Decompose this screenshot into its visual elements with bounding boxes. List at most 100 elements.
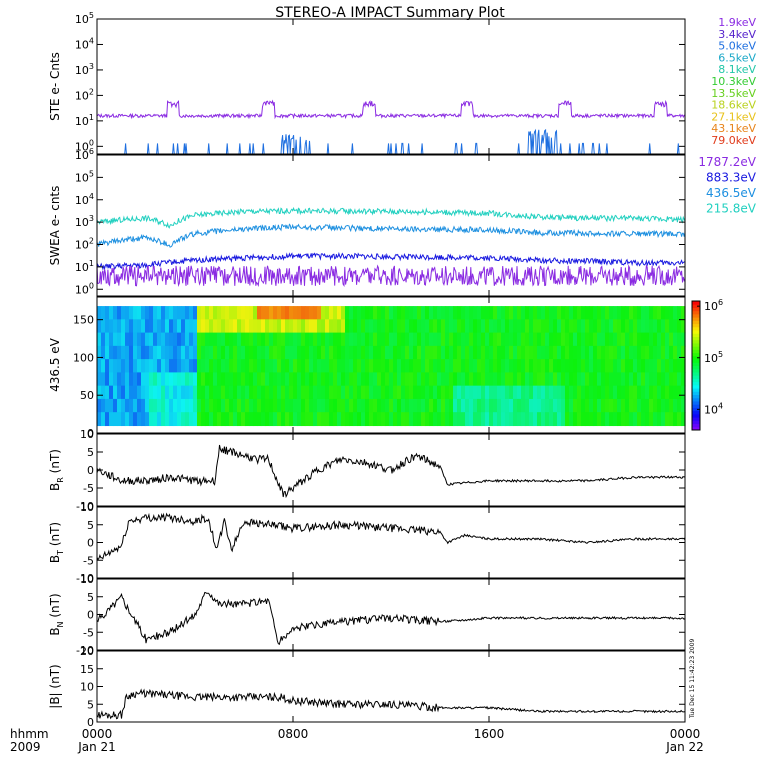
colorbar-segment: [692, 391, 700, 396]
heatmap-cell: [665, 372, 670, 387]
heatmap-cell: [361, 372, 366, 387]
y-tick-label: 0: [87, 716, 94, 729]
heatmap-cell: [265, 359, 270, 373]
heatmap-cell: [485, 332, 490, 347]
heatmap-cell: [569, 319, 574, 334]
heatmap-cell: [249, 319, 254, 334]
heatmap-cell: [397, 412, 402, 427]
heatmap-cell: [337, 359, 342, 373]
heatmap-cell: [161, 306, 166, 320]
colorbar-segment: [692, 330, 700, 334]
heatmap-cell: [389, 412, 394, 427]
heatmap-cell: [561, 319, 566, 334]
heatmap-cell: [489, 398, 494, 413]
heatmap-cell: [337, 412, 342, 427]
heatmap-cell: [281, 385, 286, 400]
heatmap-cell: [145, 332, 150, 347]
heatmap-cell: [249, 398, 254, 413]
heatmap-cell: [573, 345, 578, 360]
heatmap-cell: [185, 345, 190, 360]
heatmap-cell: [649, 372, 654, 387]
heatmap-cell: [565, 359, 570, 373]
heatmap-cell: [545, 306, 550, 320]
heatmap-cell: [345, 385, 350, 400]
heatmap-cell: [333, 398, 338, 413]
heatmap-cell: [377, 345, 382, 360]
heatmap-cell: [669, 412, 674, 427]
heatmap-cell: [469, 345, 474, 360]
heatmap-cell: [625, 372, 630, 387]
heatmap-cell: [353, 332, 358, 347]
colorbar-segment: [692, 404, 700, 408]
heatmap-cell: [341, 332, 346, 347]
heatmap-cell: [321, 359, 326, 373]
heatmap-cell: [309, 398, 314, 413]
heatmap-cell: [137, 359, 142, 373]
heatmap-cell: [285, 359, 290, 373]
heatmap-cell: [341, 412, 346, 427]
heatmap-cell: [217, 372, 222, 387]
heatmap-cell: [361, 319, 366, 334]
heatmap-cell: [501, 398, 506, 413]
heatmap-cell: [217, 359, 222, 373]
heatmap-cell: [565, 319, 570, 334]
heatmap-cell: [437, 372, 442, 387]
heatmap-cell: [297, 332, 302, 347]
y-axis-label: BR (nT): [48, 449, 65, 491]
heatmap-cell: [113, 412, 118, 427]
heatmap-cell: [517, 385, 522, 400]
heatmap-cell: [545, 345, 550, 360]
heatmap-cell: [365, 306, 370, 320]
heatmap-cell: [625, 319, 630, 334]
heatmap-cell: [525, 372, 530, 387]
heatmap-cell: [329, 398, 334, 413]
heatmap-cell: [269, 372, 274, 387]
heatmap-cell: [153, 372, 158, 387]
heatmap-cell: [553, 412, 558, 427]
heatmap-cell: [497, 398, 502, 413]
legend-entry-ste: 5.0keV: [718, 40, 756, 53]
heatmap-cell: [645, 332, 650, 347]
heatmap-cell: [645, 359, 650, 373]
heatmap-cell: [149, 412, 154, 427]
heatmap-cell: [417, 332, 422, 347]
heatmap-cell: [253, 398, 258, 413]
heatmap-cell: [261, 332, 266, 347]
heatmap-cell: [669, 372, 674, 387]
heatmap-cell: [669, 332, 674, 347]
heatmap-cell: [461, 398, 466, 413]
heatmap-cell: [505, 319, 510, 334]
heatmap-cell: [137, 306, 142, 320]
heatmap-cell: [109, 398, 114, 413]
heatmap-cell: [465, 345, 470, 360]
heatmap-cell: [465, 385, 470, 400]
heatmap-cell: [517, 359, 522, 373]
heatmap-cell: [613, 345, 618, 360]
heatmap-cell: [273, 345, 278, 360]
heatmap-cell: [593, 306, 598, 320]
heatmap-cell: [661, 306, 666, 320]
colorbar-segment: [692, 397, 700, 402]
heatmap-cell: [345, 332, 350, 347]
heatmap-cell: [397, 332, 402, 347]
heatmap-cell: [153, 319, 158, 334]
heatmap-cell: [465, 412, 470, 427]
heatmap-cell: [141, 412, 146, 427]
heatmap-cell: [609, 319, 614, 334]
heatmap-cell: [285, 398, 290, 413]
series-line-883.3eV: [96, 251, 686, 271]
heatmap-cell: [469, 398, 474, 413]
heatmap-cell: [449, 359, 454, 373]
y-tick-label: 5: [87, 519, 94, 532]
colorbar-segment: [692, 371, 700, 376]
heatmap-cell: [445, 345, 450, 360]
heatmap-cell: [101, 372, 106, 387]
heatmap-cell: [537, 306, 542, 320]
heatmap-cell: [197, 319, 202, 334]
heatmap-cell: [441, 412, 446, 427]
heatmap-cell: [369, 372, 374, 387]
heatmap-cell: [393, 345, 398, 360]
heatmap-cell: [381, 345, 386, 360]
heatmap-cell: [177, 319, 182, 334]
heatmap-cell: [333, 345, 338, 360]
